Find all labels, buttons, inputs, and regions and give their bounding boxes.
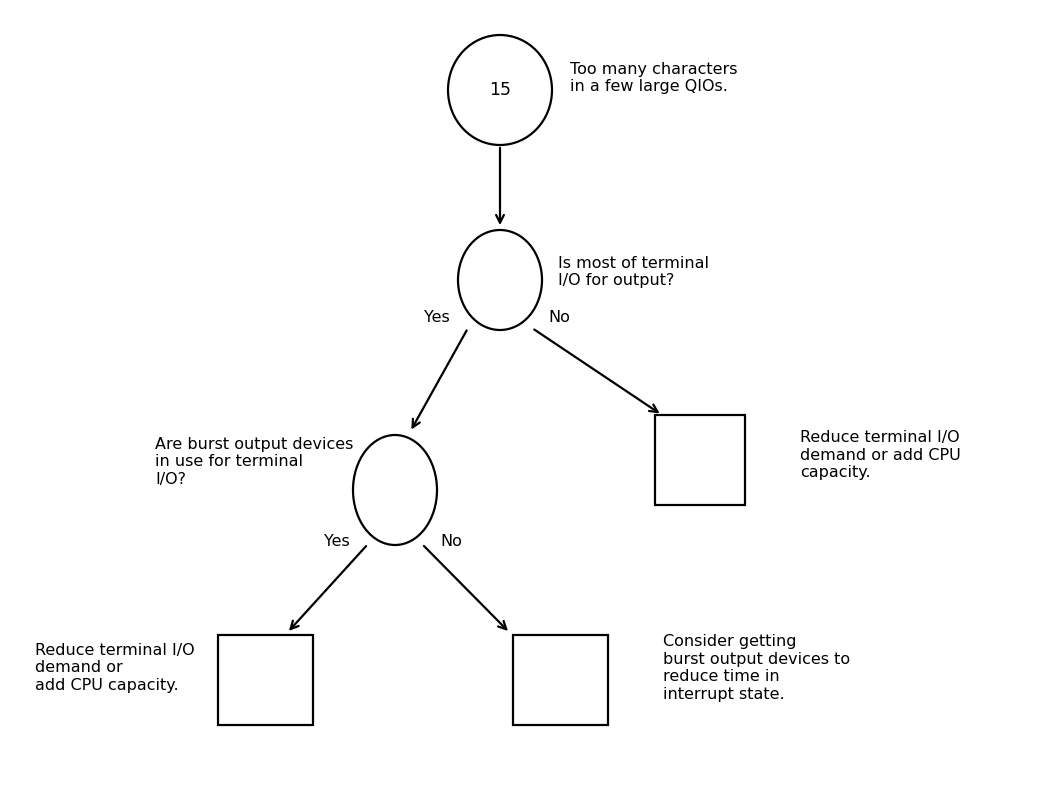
Text: Are burst output devices
in use for terminal
I/O?: Are burst output devices in use for term… — [155, 437, 354, 487]
Text: Reduce terminal I/O
demand or add CPU
capacity.: Reduce terminal I/O demand or add CPU ca… — [800, 430, 961, 480]
Text: Too many characters
in a few large QIOs.: Too many characters in a few large QIOs. — [570, 62, 737, 94]
Ellipse shape — [353, 435, 437, 545]
Text: No: No — [548, 311, 570, 325]
Text: Is most of terminal
I/O for output?: Is most of terminal I/O for output? — [558, 256, 709, 288]
Text: Reduce terminal I/O
demand or
add CPU capacity.: Reduce terminal I/O demand or add CPU ca… — [35, 643, 194, 693]
Bar — [655, 415, 744, 505]
Text: Yes: Yes — [324, 534, 350, 550]
Text: 15: 15 — [489, 81, 511, 99]
Text: No: No — [440, 534, 461, 550]
Ellipse shape — [448, 35, 552, 145]
Text: Consider getting
burst output devices to
reduce time in
interrupt state.: Consider getting burst output devices to… — [663, 634, 850, 702]
Bar — [512, 635, 607, 725]
Ellipse shape — [458, 230, 542, 330]
Bar — [218, 635, 313, 725]
Text: Yes: Yes — [425, 311, 450, 325]
